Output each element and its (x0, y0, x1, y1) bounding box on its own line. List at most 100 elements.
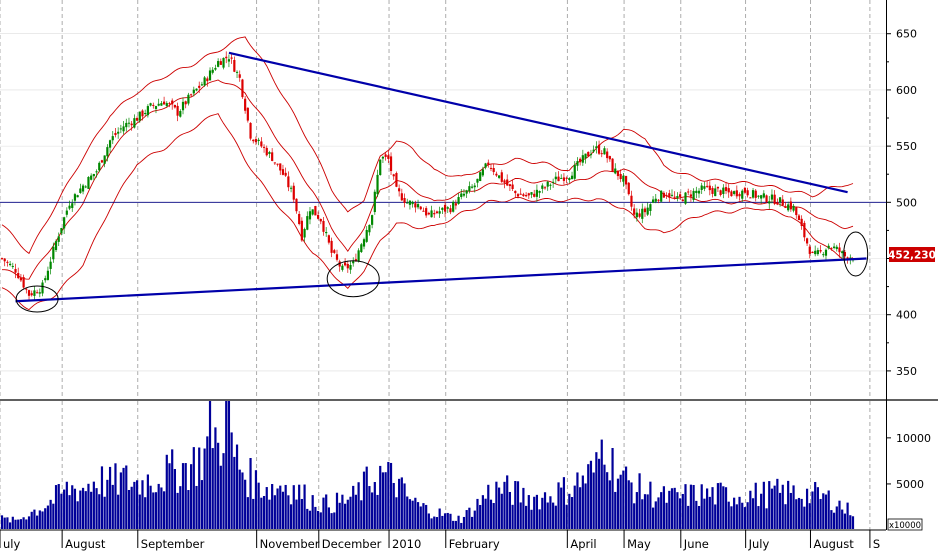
volume-bar (244, 479, 247, 529)
volume-bar (600, 439, 603, 529)
candle (716, 186, 720, 193)
volume-bar (176, 492, 179, 529)
candle (190, 93, 193, 98)
candle (125, 118, 128, 132)
volume-bar (84, 491, 87, 529)
volume-bar (3, 517, 6, 529)
candle (400, 188, 403, 202)
volume-bar (841, 509, 844, 529)
volume-bar (168, 463, 171, 529)
candle (222, 57, 225, 70)
candle (692, 188, 695, 203)
volume-bar (784, 504, 787, 529)
candle (449, 204, 452, 215)
candle (0, 257, 4, 260)
candle (649, 203, 652, 216)
volume-bar (657, 497, 660, 529)
volume-bar (565, 504, 568, 529)
candle (824, 248, 828, 261)
candle (241, 78, 244, 99)
price-tick-label: 350 (896, 365, 917, 378)
candle (176, 102, 179, 122)
candle (476, 178, 479, 188)
volume-bar (419, 506, 422, 529)
volume-bar (589, 460, 593, 529)
volume-bar (414, 497, 417, 529)
volume-bar (298, 484, 301, 529)
candle (244, 95, 247, 114)
volume-bar (152, 492, 155, 529)
volume-bar (160, 487, 163, 529)
volume-bar (411, 500, 414, 529)
volume-bar (778, 492, 782, 529)
candle (246, 107, 249, 123)
volume-bar (319, 512, 322, 529)
volume-bar (349, 496, 352, 529)
volume-bar (344, 503, 347, 529)
volume-bar (292, 485, 295, 529)
volume-bar (443, 513, 447, 529)
candle (81, 183, 85, 195)
volume-bar (162, 491, 166, 529)
volume-bar (403, 483, 406, 529)
volume-bar (195, 485, 198, 529)
volume-bar (65, 481, 68, 529)
candle (303, 227, 306, 242)
volume-bar (446, 512, 449, 529)
candle (435, 210, 439, 215)
candle (90, 173, 93, 181)
volume-bar (357, 482, 360, 529)
volume-bar (535, 494, 539, 529)
candle (133, 114, 136, 129)
candle (227, 54, 231, 68)
volume-bar (235, 444, 239, 529)
candle (454, 199, 457, 210)
candle (268, 150, 271, 159)
volume-bar (454, 520, 457, 529)
candle (816, 247, 819, 256)
candle (760, 194, 763, 204)
candle (811, 251, 814, 254)
volume-bar (489, 499, 493, 529)
volume-bar (576, 472, 579, 529)
volume-bar (276, 488, 279, 529)
candle (695, 186, 698, 199)
volume-bar (746, 502, 749, 529)
candle (122, 120, 125, 135)
candle (724, 181, 728, 195)
candle (357, 248, 360, 263)
volume-bar (516, 481, 520, 529)
volume-bar (473, 510, 476, 529)
candle (565, 176, 568, 184)
x-tick-label: May (627, 537, 651, 551)
volume-bar (462, 516, 466, 529)
candle (733, 190, 736, 196)
volume-bar (430, 518, 433, 529)
candle (530, 191, 533, 199)
candle (395, 171, 398, 188)
volume-bar (268, 499, 271, 529)
candle (462, 189, 466, 198)
volume-bar (716, 483, 720, 529)
volume-bar (803, 506, 806, 529)
candle (335, 249, 339, 262)
candle (714, 184, 717, 197)
candle (403, 193, 406, 208)
volume-bar (19, 519, 23, 529)
volume-unit-badge: x10000 (887, 518, 923, 531)
candle (808, 244, 811, 259)
candle (581, 149, 584, 166)
volume-bar (203, 448, 206, 529)
candle (552, 178, 555, 188)
volume-bar (127, 489, 131, 529)
volume-bar (44, 508, 47, 529)
candle (706, 180, 709, 188)
candle (362, 237, 366, 250)
candle (408, 200, 412, 210)
candle (797, 214, 801, 221)
volume-bar (333, 512, 336, 529)
circled-point (843, 231, 869, 277)
candle (781, 195, 784, 206)
volume-bar (33, 509, 36, 529)
candle (830, 247, 833, 251)
